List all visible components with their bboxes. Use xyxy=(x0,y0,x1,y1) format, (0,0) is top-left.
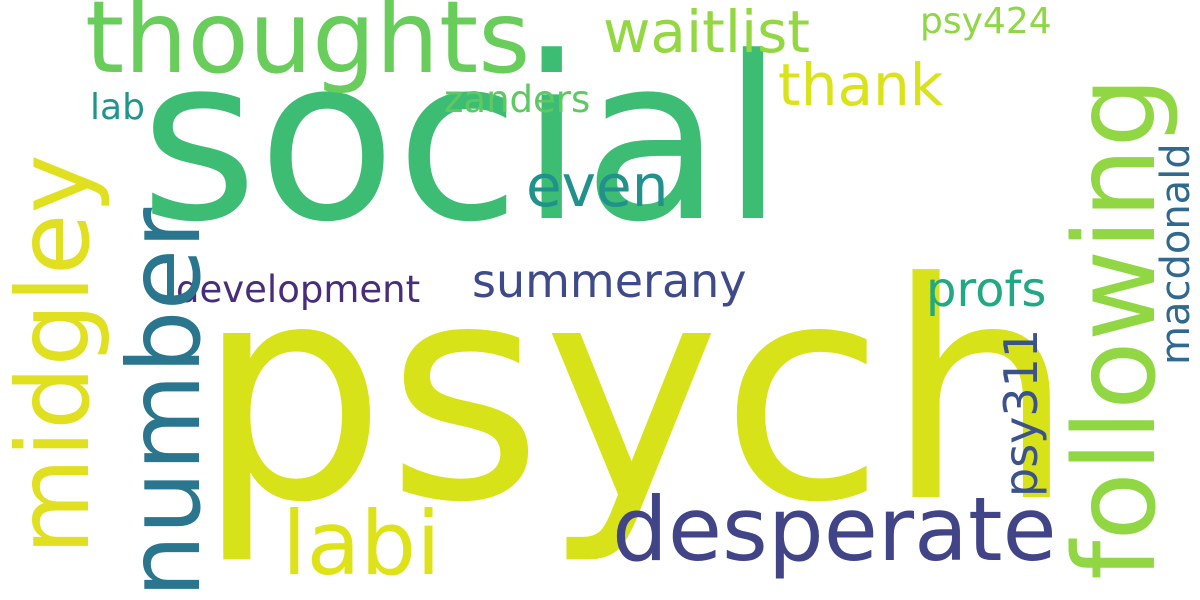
word-waitlist: waitlist xyxy=(603,0,811,66)
word-labi: labi xyxy=(282,492,441,595)
word-desperate: desperate xyxy=(612,478,1057,581)
word-psych: psych xyxy=(196,219,1076,568)
word-midgley: midgley xyxy=(0,154,112,555)
word-psy311: psy311 xyxy=(994,328,1048,497)
word-thank: thank xyxy=(778,51,944,119)
word-development: development xyxy=(176,268,421,311)
word-lab: lab xyxy=(90,87,145,128)
word-profs: profs xyxy=(926,262,1047,318)
word-psy424: psy424 xyxy=(920,1,1052,42)
word-even: even xyxy=(526,152,669,220)
word-zanders: zanders xyxy=(444,78,591,121)
word-macdonald: macdonald xyxy=(1153,143,1199,365)
word-thoughts: thoughts xyxy=(85,0,531,96)
word-summerany: summerany xyxy=(472,254,747,308)
word-number: number xyxy=(106,207,223,598)
word-social: social xyxy=(140,9,785,272)
